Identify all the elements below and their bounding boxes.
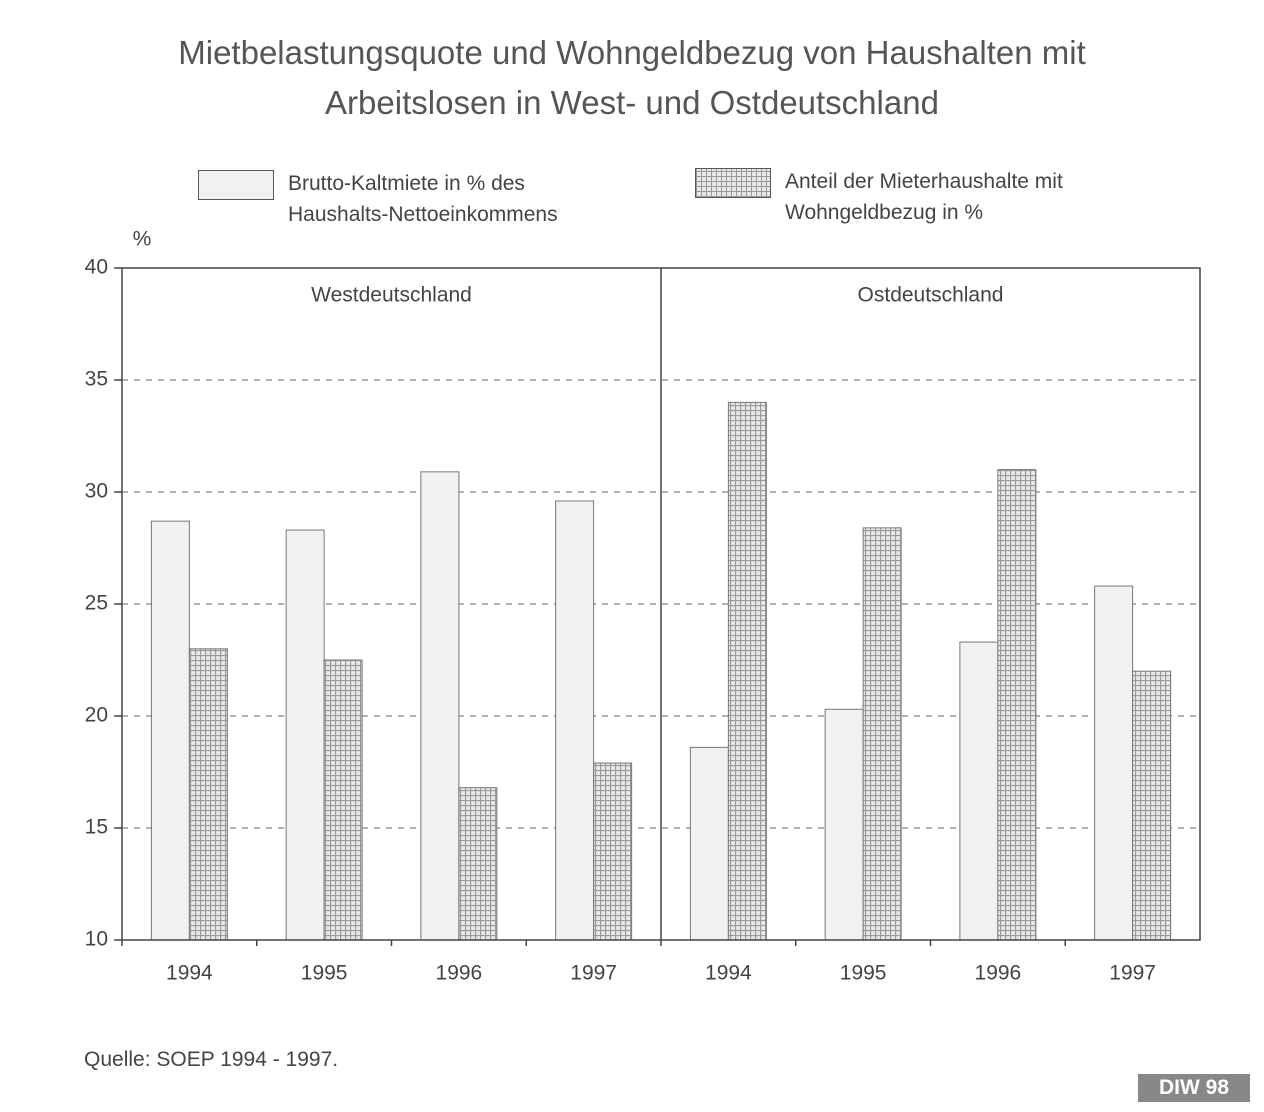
chart-title: Mietbelastungsquote und Wohngeldbezug vo… [178,34,1086,121]
bar [420,471,460,941]
bar [150,520,190,941]
bar [555,500,595,941]
panel-label: Ostdeutschland [858,284,1004,307]
bar [458,787,498,941]
bar [285,529,325,941]
x-tick-label: 1997 [570,962,617,985]
y-tick-label: 10 [85,928,108,951]
bar [997,469,1037,941]
legend-label: Brutto-Kaltmiete in % des Haushalts-Nett… [288,172,558,226]
bar [1094,585,1134,941]
bar [824,708,864,941]
y-tick-label: 35 [85,368,108,391]
bar [188,648,228,941]
bar [959,641,999,941]
bar [689,746,729,941]
y-tick-label: 20 [85,704,108,727]
legend-label: Anteil der Mieterhaushalte mit Wohngeldb… [785,170,1063,224]
x-tick-label: 1995 [840,962,887,985]
legend-swatch [695,168,771,198]
bar [862,527,902,941]
x-tick-label: 1997 [1109,962,1156,985]
x-tick-label: 1995 [301,962,348,985]
y-tick-label: 30 [85,480,108,503]
x-tick-label: 1994 [705,962,752,985]
y-tick-label: 15 [85,816,108,839]
badge: DIW 98 [1138,1074,1250,1102]
bar [1132,670,1172,941]
x-tick-label: 1996 [975,962,1022,985]
legend-swatch [198,170,274,200]
y-tick-label: 40 [85,256,108,279]
x-tick-label: 1994 [166,962,213,985]
panel-label: Westdeutschland [311,284,472,307]
bar [593,762,633,941]
source: Quelle: SOEP 1994 - 1997. [84,1048,339,1071]
x-tick-label: 1996 [436,962,483,985]
bar [727,401,767,941]
y-tick-label: 25 [85,592,108,615]
bar [323,659,363,941]
y-axis-label: % [133,228,152,251]
